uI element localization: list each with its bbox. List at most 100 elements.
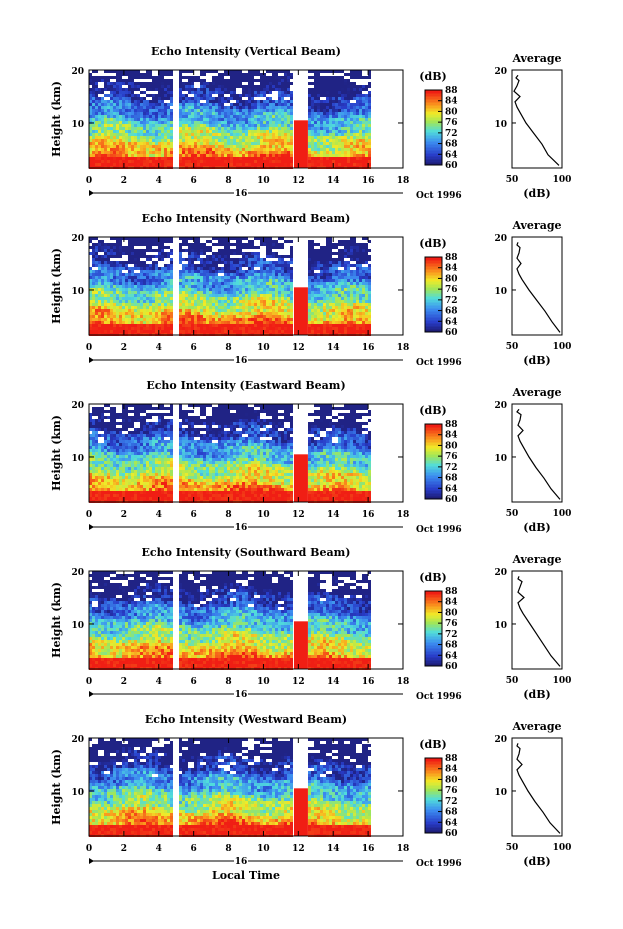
heatmap-cell (170, 91, 173, 94)
heatmap-cell (326, 112, 329, 115)
heatmap-cell (116, 115, 119, 118)
heatmap-cell (146, 300, 149, 303)
heatmap-cell (368, 76, 371, 79)
heatmap-cell (245, 79, 248, 82)
heatmap-cell (206, 139, 209, 142)
heatmap-cell (161, 288, 164, 291)
heatmap-cell (185, 327, 188, 330)
heatmap-cell (209, 157, 212, 160)
heatmap-cell (344, 154, 347, 157)
heatmap-cell (263, 88, 266, 91)
heatmap-cell (284, 300, 287, 303)
heatmap-cell (338, 97, 341, 100)
heatmap-cell (284, 124, 287, 127)
heatmap-cell (95, 130, 98, 133)
heatmap-cell (209, 258, 212, 261)
heatmap-cell (125, 303, 128, 306)
heatmap-cell (170, 318, 173, 321)
heatmap-cell (215, 330, 218, 333)
heatmap-cell (203, 97, 206, 100)
heatmap-cell (113, 318, 116, 321)
heatmap-cell (269, 85, 272, 88)
heatmap-cell (110, 303, 113, 306)
heatmap-cell (92, 252, 95, 255)
heatmap-cell (335, 121, 338, 124)
heatmap-cell (101, 291, 104, 294)
heatmap-cell (116, 91, 119, 94)
heatmap-cell (284, 279, 287, 282)
heatmap-cell (134, 160, 137, 163)
heatmap-cell (206, 121, 209, 124)
heatmap-cell (290, 318, 293, 321)
heatmap-cell (266, 133, 269, 136)
heatmap-cell (194, 273, 197, 276)
heatmap-cell (251, 115, 254, 118)
heatmap-cell (95, 246, 98, 249)
heatmap-cell (146, 160, 149, 163)
heatmap-cell (218, 267, 221, 270)
heatmap-cell (203, 151, 206, 154)
heatmap-cell (119, 315, 122, 318)
heatmap-cell (290, 154, 293, 157)
heatmap-cell (164, 300, 167, 303)
heatmap-cell (218, 82, 221, 85)
heatmap-cell (122, 145, 125, 148)
heatmap-cell (92, 324, 95, 327)
heatmap-cell (218, 133, 221, 136)
heatmap-cell (197, 91, 200, 94)
heatmap-cell (290, 103, 293, 106)
heatmap-cell (89, 282, 92, 285)
heatmap-cell (92, 127, 95, 130)
heatmap-cell (272, 106, 275, 109)
heatmap-cell (209, 288, 212, 291)
heatmap-cell (239, 121, 242, 124)
heatmap-cell (221, 243, 224, 246)
heatmap-cell (239, 279, 242, 282)
heatmap-cell (125, 88, 128, 91)
heatmap-cell (95, 255, 98, 258)
heatmap-cell (221, 73, 224, 76)
heatmap-cell (314, 258, 317, 261)
heatmap-cell (125, 252, 128, 255)
heatmap-cell (332, 136, 335, 139)
heatmap-cell (206, 133, 209, 136)
heatmap-cell (113, 243, 116, 246)
heatmap-cell (152, 157, 155, 160)
heatmap-cell (344, 103, 347, 106)
heatmap-cell (203, 264, 206, 267)
heatmap-cell (107, 243, 110, 246)
heatmap-cell (161, 300, 164, 303)
heatmap-cell (323, 142, 326, 145)
heatmap-cell (101, 91, 104, 94)
heatmap-cell (344, 88, 347, 91)
heatmap-cell (110, 312, 113, 315)
heatmap-cell (131, 312, 134, 315)
heatmap-cell (128, 130, 131, 133)
heatmap-cell (269, 157, 272, 160)
heatmap-cell (245, 324, 248, 327)
heatmap-cell (116, 127, 119, 130)
heatmap-cell (152, 273, 155, 276)
heatmap-cell (122, 154, 125, 157)
heatmap-cell (314, 255, 317, 258)
heatmap-cell (242, 76, 245, 79)
heatmap-cell (320, 267, 323, 270)
heatmap-cell (341, 79, 344, 82)
x-tick-label: 0 (86, 176, 92, 186)
heatmap-cell (167, 94, 170, 97)
heatmap-cell (203, 157, 206, 160)
heatmap-cell (317, 321, 320, 324)
heatmap-cell (215, 258, 218, 261)
heatmap-cell (239, 139, 242, 142)
heatmap-cell (179, 163, 182, 166)
heatmap-cell (158, 106, 161, 109)
heatmap-cell (92, 306, 95, 309)
heatmap-cell (104, 82, 107, 85)
heatmap-cell (152, 327, 155, 330)
heatmap-cell (254, 237, 257, 240)
heatmap-cell (368, 85, 371, 88)
heatmap-cell (233, 121, 236, 124)
heatmap-cell (329, 82, 332, 85)
heatmap-cell (140, 97, 143, 100)
heatmap-cell (248, 276, 251, 279)
